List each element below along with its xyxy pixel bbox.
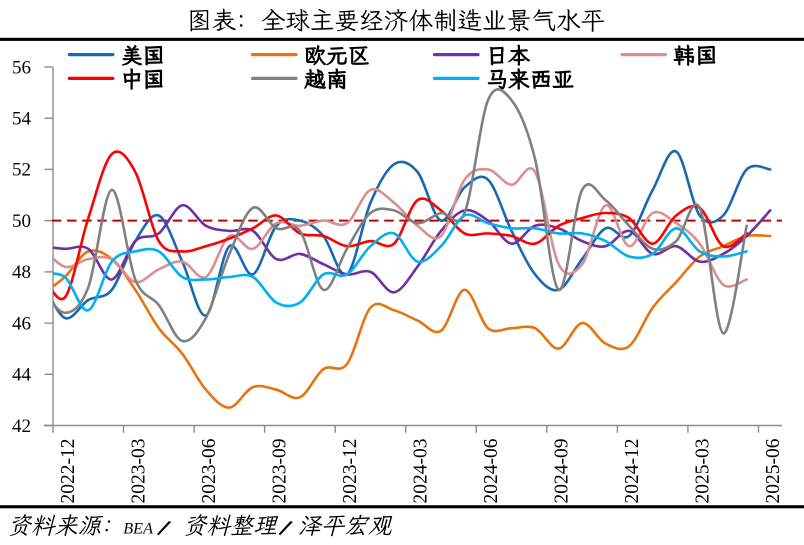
svg-text:2024-03: 2024-03 xyxy=(411,439,432,504)
svg-text:2023-03: 2023-03 xyxy=(128,439,149,504)
svg-text:BEA: BEA xyxy=(123,520,153,538)
svg-text:44: 44 xyxy=(12,365,32,386)
svg-text:2025-03: 2025-03 xyxy=(693,439,714,504)
svg-text:2022-12: 2022-12 xyxy=(58,439,79,504)
svg-text:2024-12: 2024-12 xyxy=(622,439,643,504)
svg-text:50: 50 xyxy=(12,211,31,232)
svg-text:2024-06: 2024-06 xyxy=(481,438,502,503)
svg-text:48: 48 xyxy=(12,262,31,283)
svg-text:2023-09: 2023-09 xyxy=(269,439,290,504)
svg-text:2023-06: 2023-06 xyxy=(199,438,220,503)
svg-text:46: 46 xyxy=(12,313,31,334)
svg-text:2024-09: 2024-09 xyxy=(552,439,573,504)
svg-text:56: 56 xyxy=(12,57,31,78)
svg-text:2025-06: 2025-06 xyxy=(763,438,784,503)
svg-text:52: 52 xyxy=(12,160,31,181)
svg-text:2023-12: 2023-12 xyxy=(340,439,361,504)
svg-text:42: 42 xyxy=(12,416,31,437)
svg-text:54: 54 xyxy=(12,109,32,130)
